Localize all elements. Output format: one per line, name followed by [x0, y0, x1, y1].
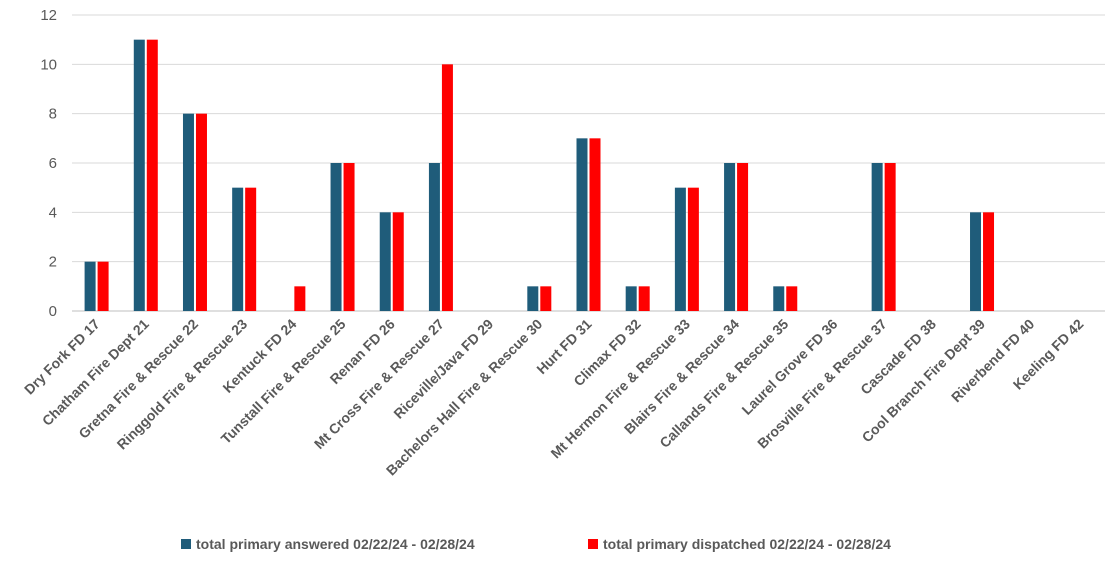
- bar-answered: [674, 187, 686, 311]
- bar-dispatched: [392, 212, 404, 311]
- bar-dispatched: [786, 286, 798, 311]
- y-tick-label: 4: [49, 204, 57, 221]
- bar-answered: [871, 163, 883, 311]
- bar-dispatched: [638, 286, 650, 311]
- bar-dispatched: [983, 212, 995, 311]
- bar-dispatched: [245, 187, 257, 311]
- bar-dispatched: [97, 261, 109, 311]
- bar-dispatched: [589, 138, 601, 311]
- x-tick-label: Riverbend FD 40: [948, 316, 1038, 406]
- bar-answered: [773, 286, 785, 311]
- bar-dispatched: [294, 286, 306, 311]
- x-tick-label: Laurel Grove FD 36: [738, 316, 840, 418]
- y-tick-label: 2: [49, 254, 57, 271]
- bar-dispatched: [737, 163, 749, 311]
- legend: total primary answered 02/22/24 - 02/28/…: [0, 536, 1111, 558]
- y-tick-label: 12: [40, 7, 57, 24]
- bar-answered: [182, 113, 194, 312]
- bar-answered: [576, 138, 588, 311]
- bar-dispatched: [687, 187, 699, 311]
- bar-answered: [133, 39, 145, 312]
- y-axis: 0 2 4 6 8 10 12: [40, 7, 57, 320]
- legend-item-dispatched: total primary dispatched 02/22/24 - 02/2…: [588, 536, 891, 552]
- legend-item-answered: total primary answered 02/22/24 - 02/28/…: [181, 536, 475, 552]
- bar-answered: [330, 163, 342, 311]
- bar-dispatched: [540, 286, 552, 311]
- bar-answered: [84, 261, 96, 311]
- y-tick-label: 6: [49, 155, 57, 172]
- bar-answered: [970, 212, 982, 311]
- bar-answered: [428, 163, 440, 311]
- bars: [84, 39, 995, 312]
- y-tick-label: 10: [40, 56, 57, 73]
- bar-dispatched: [343, 163, 355, 311]
- bar-answered: [724, 163, 736, 311]
- bar-answered: [379, 212, 391, 311]
- y-tick-label: 0: [49, 303, 57, 320]
- bar-answered: [232, 187, 244, 311]
- legend-swatch-answered: [181, 539, 191, 549]
- bar-dispatched: [441, 64, 453, 311]
- y-tick-label: 8: [49, 106, 57, 123]
- bar-dispatched: [146, 39, 158, 312]
- legend-label-dispatched: total primary dispatched 02/22/24 - 02/2…: [603, 536, 891, 552]
- bar-answered: [625, 286, 637, 311]
- bar-dispatched: [884, 163, 896, 311]
- legend-label-answered: total primary answered 02/22/24 - 02/28/…: [196, 536, 475, 552]
- legend-swatch-dispatched: [588, 539, 598, 549]
- bar-dispatched: [195, 113, 207, 312]
- bar-answered: [527, 286, 539, 311]
- gridlines: [72, 14, 1105, 312]
